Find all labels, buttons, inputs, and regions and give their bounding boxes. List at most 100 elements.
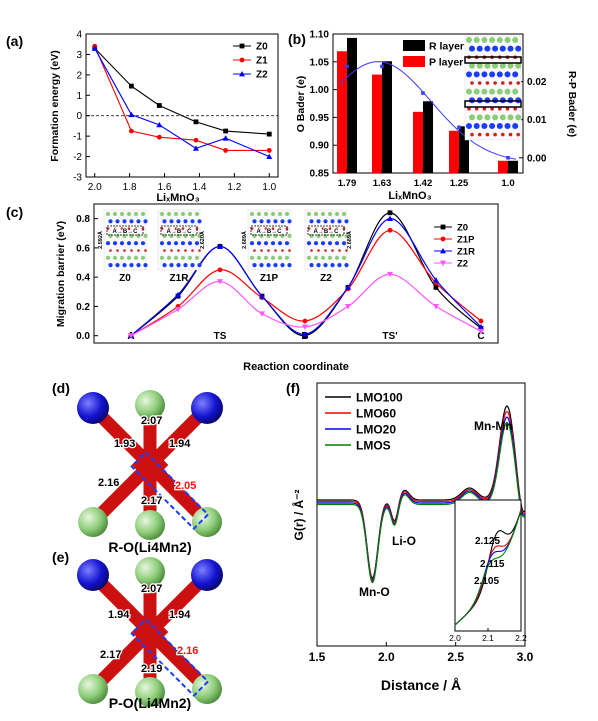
- inset-atom: [341, 241, 347, 246]
- bar-r-layer: [423, 101, 433, 173]
- inset-atom: [278, 227, 282, 230]
- inset-atom: [195, 227, 199, 230]
- crystal-atom: [507, 97, 514, 104]
- inset-atom: [130, 249, 133, 252]
- inset-atom: [252, 263, 257, 268]
- pdf-curve-lmo20: [317, 416, 526, 582]
- y-tick-label: 0: [76, 111, 82, 122]
- legend-marker: [440, 260, 446, 266]
- inset-atom: [259, 219, 264, 224]
- inset-atom: [123, 249, 126, 252]
- y-tick-label: -3: [73, 173, 82, 184]
- crystal-atom: [476, 45, 483, 52]
- inset-atom: [143, 263, 148, 268]
- data-point-z2: [259, 311, 265, 317]
- inset-atom: [280, 263, 285, 268]
- difference-point: [421, 91, 425, 95]
- crystal-atom: [504, 71, 511, 78]
- legend-label: P layer: [429, 57, 463, 69]
- data-point-z1r: [387, 215, 393, 222]
- chart-a-x-ticks: 2.0 1.8 1.6 1.4 1.2 1.0: [88, 173, 277, 193]
- inset-atom: [109, 249, 112, 252]
- legend-marker: [239, 43, 245, 49]
- inset-atom: [113, 227, 117, 230]
- inset-atom: [112, 241, 118, 246]
- crystal-atom: [484, 45, 491, 52]
- crystal-atom: [499, 114, 506, 121]
- inset-distance-label: 2.689Å: [241, 231, 248, 249]
- bond-length-label: 2.07: [141, 415, 162, 427]
- data-point-z0: [266, 131, 272, 137]
- inset-atom: [122, 219, 127, 224]
- crystal-atom: [481, 88, 488, 95]
- x-tick-label: 1.63: [373, 178, 392, 189]
- mn-atom: [77, 559, 109, 591]
- crystal-atom: [513, 107, 517, 111]
- crystal-atom: [477, 132, 482, 137]
- crystal-atom: [477, 81, 482, 85]
- inset-atom: [143, 233, 148, 238]
- inset-atom: [170, 249, 173, 252]
- inset-atom: [180, 241, 186, 246]
- crystal-atom: [512, 37, 519, 43]
- legend-label: Z1: [256, 56, 268, 67]
- inset-curve-lmos: [454, 509, 522, 626]
- chart-c-frame: [93, 203, 499, 344]
- difference-point: [506, 155, 510, 160]
- inset-atom: [344, 233, 349, 238]
- inset-atom: [338, 249, 341, 252]
- bar-p-layer: [372, 74, 382, 173]
- inset-atom: [271, 227, 275, 230]
- y-tick-label: 0.6: [76, 243, 90, 254]
- difference-point: [345, 64, 349, 69]
- chart-a-y-ticks: -3 -2 -1 0 1 2 3 4: [73, 30, 90, 184]
- series-line-z2: [94, 48, 270, 158]
- inset-atom: [259, 263, 264, 268]
- inset-atom: [270, 211, 276, 217]
- legend-marker: [440, 236, 446, 242]
- data-point-z0: [193, 119, 199, 125]
- y2-tick-label: 0.01: [527, 115, 547, 126]
- data-point-z2: [217, 279, 223, 285]
- y-tick-label: 0.90: [310, 141, 330, 152]
- chart-c-ylabel: Migration barrier (eV): [55, 221, 67, 327]
- inset-atom: [197, 219, 202, 224]
- crystal-atom: [496, 37, 503, 43]
- inset-atom: [194, 241, 200, 246]
- bar-r-layer: [459, 126, 469, 173]
- bar-r-layer: [508, 160, 518, 173]
- crystal-atom: [507, 62, 514, 69]
- inset-atom: [183, 219, 188, 224]
- inset-atom: [166, 241, 172, 246]
- inset-atom: [256, 211, 262, 217]
- y-tick-label: -2: [73, 152, 82, 163]
- inset-atom: [127, 227, 131, 230]
- y-tick-label: 4: [76, 30, 82, 41]
- inset-atom: [257, 227, 261, 230]
- inset-atom: [112, 211, 118, 217]
- inset-atom: [313, 241, 319, 246]
- inset-atom: [140, 211, 146, 217]
- inset-atom: [342, 227, 346, 230]
- x-tick-label: TS: [214, 331, 227, 342]
- structure-inset-z2: A→B→C 2.689Å Z2: [304, 209, 353, 284]
- inset-atom: [334, 255, 340, 260]
- crystal-atom: [515, 114, 522, 121]
- x-tick-label: 1.79: [338, 178, 357, 189]
- x-tick-label: 1.4: [193, 182, 207, 193]
- inset-atom: [108, 263, 113, 268]
- inset-atom: [337, 263, 342, 268]
- y2-tick-label: 0.02: [527, 77, 547, 88]
- bar-p-layer: [449, 130, 459, 173]
- data-point-z2: [128, 111, 135, 118]
- inset-distance-label: 2.592Å: [97, 231, 104, 249]
- inset-path-label: A→B→C: [257, 229, 283, 235]
- inset-distance-label: 2.620Å: [199, 231, 206, 249]
- chart-f-inset: 2.0 2.1 2.2 2.125 2.115 2.105: [449, 499, 527, 643]
- y-tick-label: 0.2: [76, 302, 90, 313]
- inset-atom: [321, 227, 325, 230]
- data-point-z0: [433, 285, 439, 290]
- chart-a-xlabel: LiₓMnO₃: [156, 192, 199, 204]
- legend-label: LMO20: [356, 423, 396, 437]
- li-atom: [135, 677, 165, 707]
